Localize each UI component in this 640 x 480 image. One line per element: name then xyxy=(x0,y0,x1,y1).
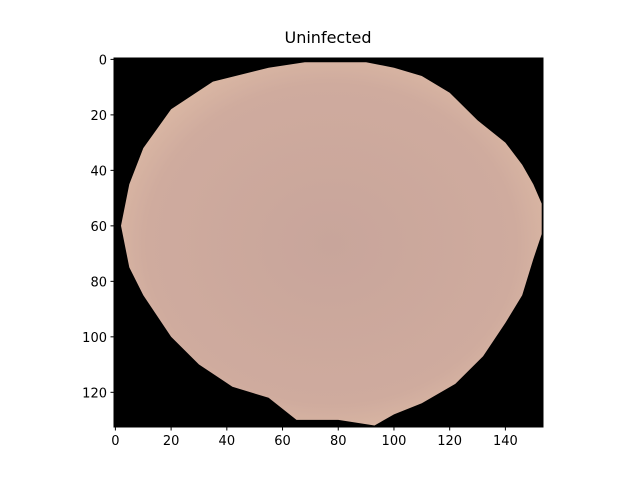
y-tick-label: 20 xyxy=(90,109,107,124)
y-tick-label: 0 xyxy=(99,53,107,68)
image-area xyxy=(113,57,544,428)
x-tick-label: 40 xyxy=(219,434,236,449)
y-tick-label: 100 xyxy=(82,331,107,346)
x-tick-label: 120 xyxy=(437,434,462,449)
x-tick-label: 100 xyxy=(382,434,407,449)
x-tick-label: 80 xyxy=(330,434,347,449)
y-tick-label: 80 xyxy=(90,275,107,290)
y-tick-label: 120 xyxy=(82,386,107,401)
y-tick-label: 60 xyxy=(90,220,107,235)
x-tick-label: 140 xyxy=(493,434,518,449)
y-tick-label: 40 xyxy=(90,164,107,179)
chart-title: Uninfected xyxy=(285,28,372,47)
axes-frame xyxy=(113,57,544,428)
x-tick-label: 60 xyxy=(274,434,291,449)
x-tick-label: 20 xyxy=(163,434,180,449)
cell xyxy=(121,62,542,426)
x-tick-label: 0 xyxy=(111,434,119,449)
